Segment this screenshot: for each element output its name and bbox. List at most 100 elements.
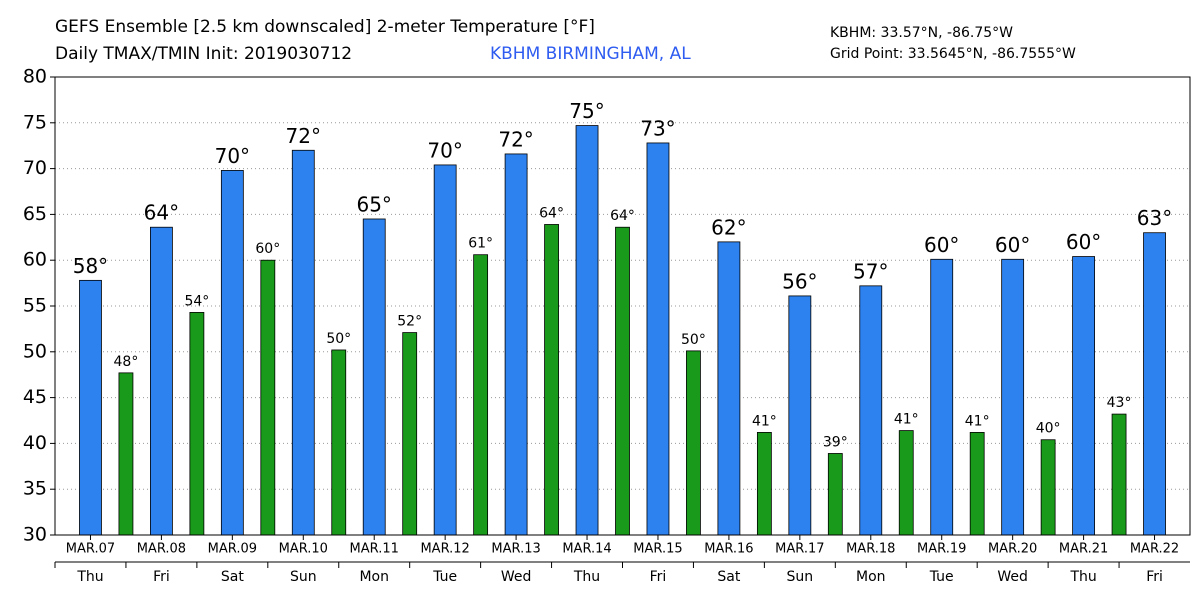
- value-label: 56°: [782, 269, 817, 293]
- weekday-label: Fri: [650, 569, 667, 585]
- weekday-label: Sun: [787, 569, 814, 585]
- x-tick-label: MAR.19: [917, 542, 966, 557]
- plot-frame: [54, 76, 1191, 536]
- value-label: 60°: [1066, 230, 1101, 254]
- bar: [118, 372, 134, 536]
- x-tick-label: MAR.07: [66, 542, 115, 557]
- x-tick-label: MAR.17: [775, 542, 824, 557]
- value-label: 50°: [326, 331, 351, 347]
- x-tick-label: MAR.20: [988, 542, 1037, 557]
- bar: [615, 226, 630, 536]
- y-tick-label: 75: [23, 111, 47, 133]
- weekday-label: Sat: [221, 569, 244, 585]
- value-label: 50°: [681, 332, 706, 348]
- value-label: 52°: [397, 314, 422, 330]
- x-tick-label: MAR.10: [279, 542, 328, 557]
- x-tick-label: MAR.13: [491, 542, 540, 557]
- bar: [969, 432, 985, 536]
- station-coords: KBHM: 33.57°N, -86.75°W: [830, 25, 1013, 41]
- y-tick-label: 65: [23, 203, 47, 225]
- value-label: 39°: [823, 434, 848, 450]
- value-label: 60°: [924, 233, 959, 257]
- chart-subtitle: Daily TMAX/TMIN Init: 2019030712: [55, 44, 352, 64]
- bar: [362, 218, 386, 536]
- y-tick-label: 50: [23, 340, 47, 362]
- y-tick-label: 45: [23, 386, 47, 408]
- y-tick-label: 35: [23, 478, 47, 500]
- weekday-label: Thu: [76, 569, 103, 585]
- value-label: 57°: [853, 259, 888, 283]
- weekday-label: Mon: [359, 569, 389, 585]
- bar: [686, 350, 701, 536]
- location: KBHM BIRMINGHAM, AL: [490, 44, 691, 64]
- y-tick-label: 55: [23, 295, 47, 317]
- bar: [433, 164, 457, 536]
- weekday-label: Thu: [573, 569, 600, 585]
- y-tick-label: 60: [23, 249, 47, 271]
- weekday-label: Fri: [1146, 569, 1163, 585]
- bar: [646, 142, 670, 536]
- y-tick-label: 40: [23, 432, 47, 454]
- bar: [1143, 232, 1166, 536]
- x-tick-label: MAR.08: [137, 542, 186, 557]
- x-tick-label: MAR.18: [846, 542, 895, 557]
- value-label: 60°: [255, 241, 280, 257]
- x-tick-label: MAR.21: [1059, 542, 1108, 557]
- weekday-label: Thu: [1069, 569, 1096, 585]
- bar: [756, 432, 772, 536]
- x-tick-label: MAR.22: [1130, 542, 1179, 557]
- weekday-label: Wed: [997, 569, 1028, 585]
- weekday-label: Tue: [929, 569, 954, 585]
- value-label: 65°: [356, 192, 391, 216]
- value-label: 41°: [752, 413, 777, 429]
- bar: [260, 259, 276, 536]
- value-label: 72°: [286, 124, 321, 148]
- value-label: 48°: [114, 354, 139, 370]
- value-label: 58°: [73, 254, 108, 278]
- bar: [79, 279, 102, 536]
- bar: [402, 332, 418, 536]
- y-tick-label: 80: [23, 66, 47, 88]
- bar: [150, 226, 173, 536]
- value-label: 64°: [539, 205, 564, 221]
- bar: [1001, 258, 1025, 536]
- grid-point: Grid Point: 33.5645°N, -86.7555°W: [830, 46, 1076, 62]
- bar: [504, 153, 528, 536]
- bar: [827, 453, 843, 536]
- weekday-label: Tue: [432, 569, 457, 585]
- bar: [1072, 256, 1095, 536]
- value-label: 64°: [610, 208, 635, 224]
- bar: [788, 295, 812, 536]
- bar: [930, 258, 954, 536]
- y-tick-label: 70: [23, 157, 47, 179]
- x-tick-label: MAR.14: [562, 542, 611, 557]
- bar: [898, 430, 914, 536]
- bar: [291, 149, 315, 536]
- value-label: 64°: [144, 201, 179, 225]
- x-tick-label: MAR.11: [350, 542, 399, 557]
- bar: [220, 170, 244, 536]
- value-label: 40°: [1036, 421, 1061, 437]
- value-label: 73°: [640, 116, 675, 140]
- value-label: 61°: [468, 236, 493, 252]
- x-tick-label: MAR.09: [208, 542, 257, 557]
- value-label: 62°: [711, 215, 746, 239]
- value-label: 75°: [569, 99, 604, 123]
- weekday-label: Sun: [290, 569, 317, 585]
- bar: [189, 312, 205, 536]
- chart-title: GEFS Ensemble [2.5 km downscaled] 2-mete…: [55, 17, 595, 37]
- bar: [544, 224, 559, 536]
- y-tick-label: 30: [23, 524, 47, 546]
- bar: [717, 241, 741, 536]
- value-label: 70°: [215, 144, 250, 168]
- bar: [859, 285, 883, 536]
- x-tick-label: MAR.16: [704, 542, 753, 557]
- value-label: 70°: [427, 138, 462, 162]
- x-tick-label: MAR.12: [420, 542, 469, 557]
- bar: [1111, 413, 1127, 536]
- weekday-label: Fri: [153, 569, 170, 585]
- value-label: 72°: [498, 127, 533, 151]
- bar: [331, 349, 347, 536]
- value-label: 63°: [1137, 206, 1172, 230]
